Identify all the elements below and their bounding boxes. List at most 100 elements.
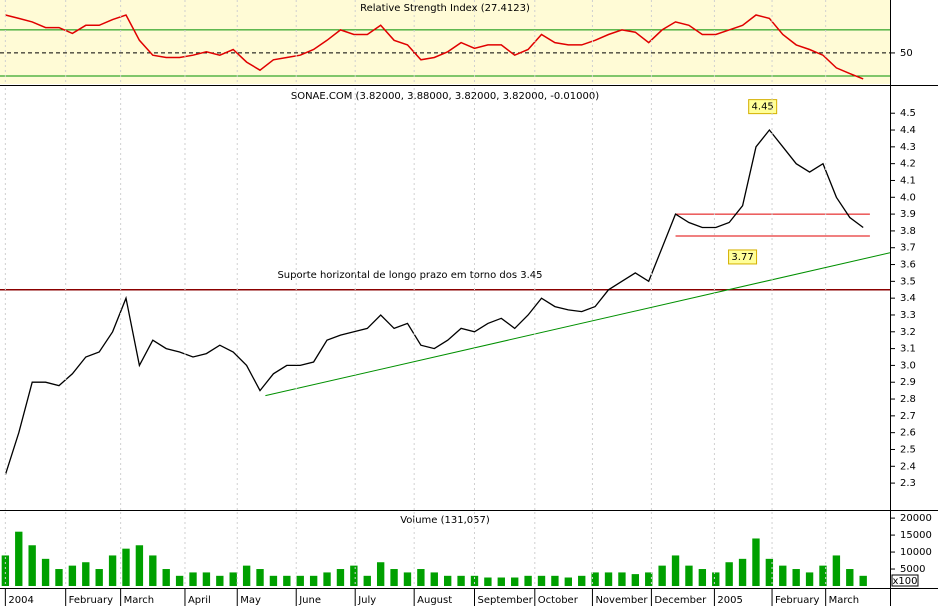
panel: 5000 10000 15000 20000 Volume (131,057) x100	[1, 513, 932, 587]
y-tick-label: 2.5	[900, 444, 916, 455]
x-tick-label: March	[829, 595, 859, 606]
volume-bar	[82, 562, 90, 586]
volume-bar	[229, 572, 237, 586]
x-tick-label: June	[298, 595, 321, 606]
volume-bar	[28, 545, 36, 586]
volume-bar	[738, 558, 747, 586]
y-tick-label: 3.3	[900, 310, 916, 321]
volume-bar	[376, 562, 385, 586]
y-tick-label: 4.5	[900, 108, 916, 119]
volume-bar	[242, 565, 251, 586]
series-line	[4, 128, 864, 475]
volume-bar	[15, 531, 23, 586]
y-tick-label: 2.3	[900, 478, 916, 489]
y-tick-label: 4.3	[900, 142, 916, 153]
volume-bar	[645, 572, 653, 586]
volume-bar	[95, 569, 103, 586]
x-tick-label: September	[477, 595, 533, 606]
y-tick-label: 3.2	[900, 327, 916, 338]
volume-bar	[671, 555, 680, 586]
y-tick-label: 2.6	[900, 428, 916, 439]
volume-bar	[269, 575, 278, 586]
unit-box	[891, 574, 919, 587]
volume-bar	[390, 569, 398, 586]
y-tick-label: 2.8	[900, 394, 916, 405]
x-tick-label: November	[595, 595, 648, 606]
volume-bar	[417, 569, 425, 586]
volume-bar	[765, 558, 774, 586]
volume-bar	[712, 572, 720, 586]
volume-bar	[524, 575, 532, 586]
volume-bar	[591, 572, 599, 586]
volume-bar	[578, 575, 586, 586]
volume-bar	[792, 569, 800, 586]
x-tick-label: July	[357, 595, 376, 606]
volume-bar	[832, 555, 841, 586]
plot-area	[0, 14, 890, 80]
volume-bar	[1, 555, 10, 586]
rsi-panel-bg	[0, 0, 890, 84]
volume-bar	[162, 569, 170, 586]
value-label-box	[728, 249, 758, 265]
x-tick-label: 2005	[717, 595, 742, 606]
volume-bar	[122, 548, 130, 586]
volume-bar	[658, 565, 666, 586]
volume-bar	[41, 558, 50, 586]
volume-bar	[336, 569, 345, 586]
volume-bar	[698, 569, 707, 586]
volume-bar	[859, 575, 867, 586]
y-tick-label: 3.0	[900, 360, 916, 371]
panel: 2.3 2.4 2.5 2.6 2.7 2.8 2.9 3.0 3.1 3.2 3.3 3.4 3.5 3…	[0, 91, 916, 489]
volume-bar	[846, 569, 854, 586]
y-tick-label: 3.1	[900, 344, 916, 355]
volume-bar	[779, 565, 787, 586]
drawn-line	[265, 252, 890, 397]
plot-area	[1, 531, 867, 586]
volume-bar	[135, 545, 144, 586]
y-tick-label: 3.5	[900, 276, 916, 287]
y-tick-label: 3.7	[900, 243, 916, 254]
x-tick-label: August	[417, 595, 452, 606]
x-tick-label: October	[538, 595, 579, 606]
volume-bar	[283, 575, 291, 586]
volume-bar	[68, 565, 77, 586]
volume-bar	[430, 572, 438, 586]
y-tick-label: 5000	[900, 564, 925, 575]
volume-bar	[323, 572, 331, 586]
panel-title: Relative Strength Index (27.4123)	[360, 3, 530, 14]
y-tick-label: 4.1	[900, 175, 916, 186]
y-tick-label: 3.4	[900, 293, 916, 304]
volume-bar	[256, 569, 264, 586]
panel-title: SONAE.COM (3.82000, 3.88000, 3.82000, 3.…	[291, 91, 599, 102]
volume-bar	[497, 577, 505, 586]
volume-bar	[363, 575, 371, 586]
volume-bar	[511, 577, 519, 586]
y-tick-label: 4.0	[900, 192, 916, 203]
volume-bar	[216, 575, 224, 586]
volume-bar	[819, 565, 827, 586]
price-panel-bg	[0, 88, 890, 510]
value-label-box	[748, 99, 778, 115]
volume-bar	[604, 572, 613, 586]
volume-bar	[55, 569, 63, 586]
volume-bar	[457, 575, 465, 586]
volume-bar	[175, 575, 184, 586]
y-tick-label: 2.9	[900, 377, 916, 388]
volume-bar	[685, 565, 693, 586]
volume-bar	[350, 565, 358, 586]
series-line	[5, 14, 864, 80]
volume-bar	[108, 555, 117, 586]
value-label: 4.45	[752, 102, 774, 113]
y-tick-label: 50	[900, 48, 913, 59]
y-tick-label: 10000	[900, 547, 932, 558]
volume-bar	[470, 575, 479, 586]
support-label: Suporte horizontal de longo prazo em tor…	[277, 270, 542, 281]
plot-area	[0, 128, 890, 475]
volume-bar	[725, 562, 733, 586]
y-tick-label: 3.8	[900, 226, 916, 237]
y-tick-label: 15000	[900, 530, 932, 541]
unit-label: x100	[892, 576, 917, 587]
volume-bar	[443, 575, 452, 586]
volume-bar	[189, 572, 197, 586]
